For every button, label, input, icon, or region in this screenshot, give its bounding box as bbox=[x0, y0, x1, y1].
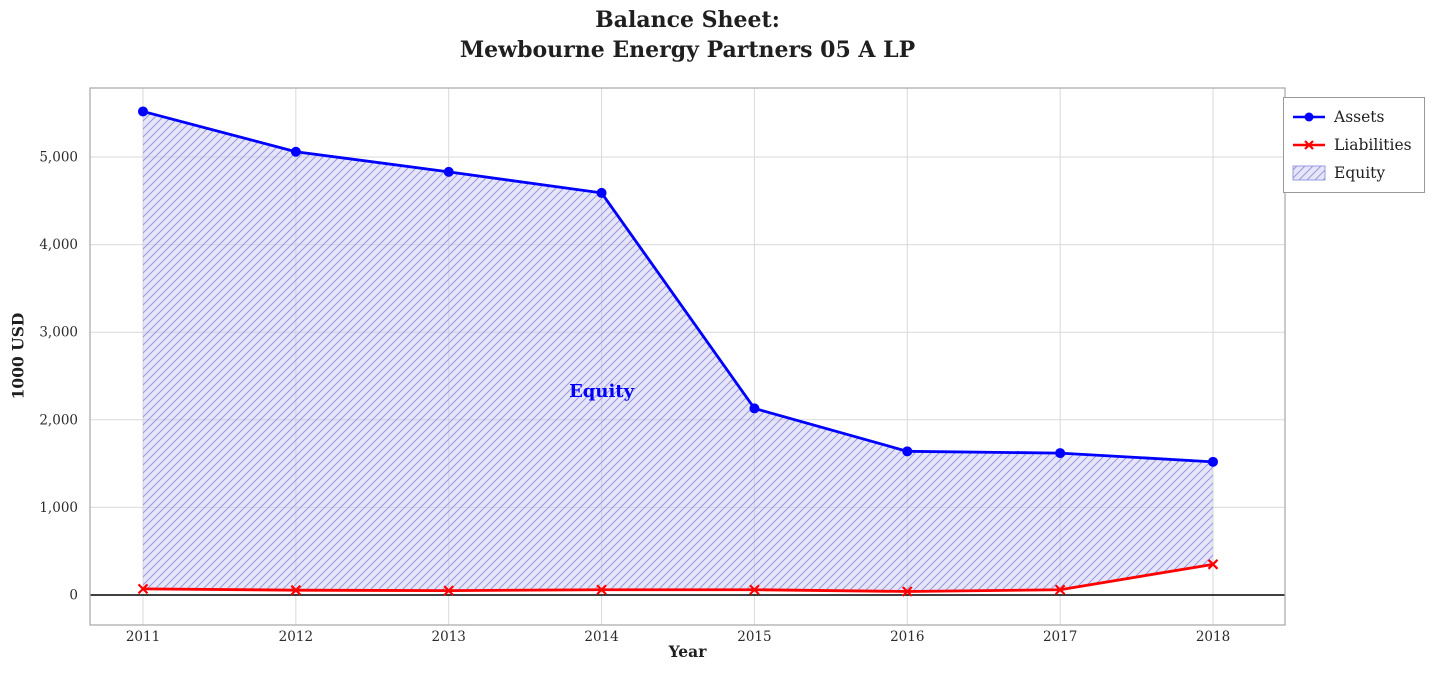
liabilities-x-marker bbox=[596, 584, 607, 596]
y-axis-label: 1000 USD bbox=[8, 312, 28, 400]
legend-item-assets: Assets bbox=[1291, 104, 1412, 130]
chart-title: Balance Sheet: Mewbourne Energy Partners… bbox=[90, 6, 1285, 65]
assets-circle-marker bbox=[1207, 456, 1218, 467]
x-tick-label: 2017 bbox=[1043, 629, 1077, 645]
x-tick-label: 2013 bbox=[432, 629, 466, 645]
assets-circle-marker bbox=[749, 403, 760, 414]
liabilities-x-marker bbox=[137, 583, 149, 595]
chart-title-line2: Mewbourne Energy Partners 05 A LP bbox=[459, 36, 916, 63]
legend-label-equity: Equity bbox=[1334, 164, 1386, 182]
assets-circle-marker bbox=[138, 106, 148, 117]
assets-circle-marker bbox=[443, 166, 454, 177]
equity-patch-swatch bbox=[1292, 165, 1326, 181]
y-tick-label: 5,000 bbox=[39, 150, 78, 166]
assets-circle-marker bbox=[902, 446, 913, 457]
x-tick-label: 2011 bbox=[126, 629, 160, 645]
x-tick-label: 2016 bbox=[890, 629, 924, 645]
legend-label-liabilities: Liabilities bbox=[1334, 136, 1412, 154]
equity-swatch-hatch bbox=[1293, 166, 1325, 180]
y-tick-label: 1,000 bbox=[39, 500, 78, 516]
plot-border bbox=[89, 87, 1286, 626]
x-tick-label: 2014 bbox=[584, 629, 618, 645]
assets-circle-marker bbox=[290, 146, 301, 157]
y-tick-label: 2,000 bbox=[39, 412, 78, 428]
legend-item-equity: Equity bbox=[1291, 160, 1412, 186]
assets-circle-marker bbox=[596, 187, 607, 198]
assets-line bbox=[142, 110, 1214, 464]
legend: Assets Liabilities Equity bbox=[1283, 97, 1425, 193]
liabilities-x-marker bbox=[1207, 559, 1219, 570]
equity-swatch-border bbox=[1292, 165, 1326, 181]
liabilities-line-swatch bbox=[1293, 140, 1325, 150]
liabilities-line bbox=[142, 562, 1214, 593]
liabilities-x-marker bbox=[902, 586, 913, 597]
assets-swatch-marker bbox=[1304, 112, 1314, 122]
x-axis-label: Year bbox=[668, 642, 707, 661]
liabilities-swatch-x2 bbox=[1304, 140, 1314, 150]
legend-item-liabilities: Liabilities bbox=[1291, 132, 1412, 158]
liabilities-x-marker bbox=[749, 584, 760, 596]
assets-circle-marker bbox=[1055, 448, 1066, 459]
legend-label-assets: Assets bbox=[1334, 108, 1385, 126]
liabilities-x-marker bbox=[1054, 584, 1066, 596]
y-tick-label: 4,000 bbox=[39, 237, 78, 253]
chart-title-line1: Balance Sheet: bbox=[595, 7, 780, 33]
x-tick-label: 2015 bbox=[737, 629, 771, 645]
liabilities-x-marker bbox=[290, 584, 302, 596]
y-tick-label: 0 bbox=[69, 588, 78, 604]
equity-area-hatch bbox=[143, 111, 1213, 592]
liabilities-x-marker bbox=[443, 585, 454, 596]
equity-annotation: Equity bbox=[569, 381, 635, 402]
x-tick-label: 2012 bbox=[279, 629, 313, 645]
x-tick-label: 2018 bbox=[1196, 629, 1230, 645]
y-tick-label: 3,000 bbox=[39, 325, 78, 341]
assets-line-swatch bbox=[1293, 112, 1325, 122]
